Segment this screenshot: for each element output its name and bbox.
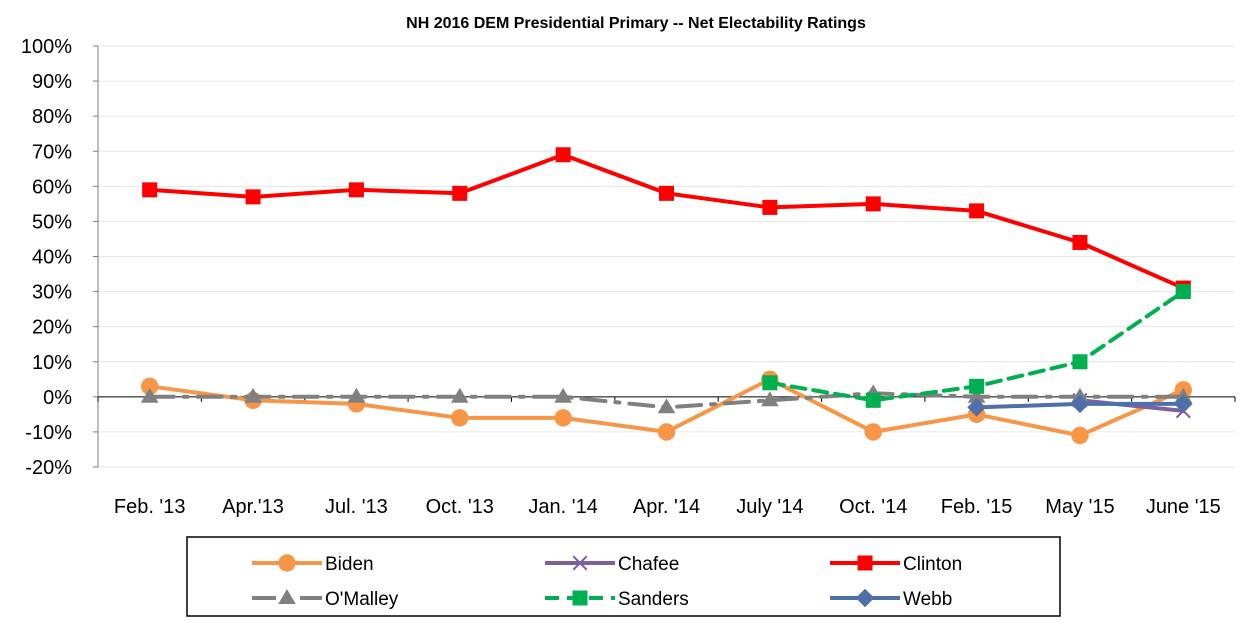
legend-label: Webb [903,589,952,610]
data-point-sanders [1072,354,1088,370]
legend: Biden Chafee Clinton O'Malley Sanders Webb [186,536,1061,617]
data-point-clinton [142,182,158,198]
legend-marker-biden [278,554,296,572]
legend-item-biden: Biden [252,554,374,575]
legend-item-o-malley: O'Malley [252,589,399,610]
x-tick-label: Apr.'13 [222,496,284,518]
legend-item-sanders: Sanders [545,589,689,610]
y-tick-label: -20% [25,457,72,479]
y-axis-ticks: -20% -10% 0% 10% 20% 30% 40% 50% 60% 70% 80% 90% 100… [21,36,72,479]
legend-marker-sanders [572,590,588,606]
y-tick-label: 30% [32,282,72,304]
legend-box [186,536,1061,617]
data-point-biden [451,409,469,427]
data-point-sanders [762,375,778,391]
data-point-o-malley [244,387,262,403]
data-point-sanders [969,378,985,394]
series-webb [967,394,1193,417]
x-tick-label: Jan. '14 [528,496,597,518]
x-tick-label: Oct. '14 [839,496,907,518]
data-point-o-malley [657,398,676,414]
y-tick-label: 100% [21,36,72,58]
legend-marker-webb [855,588,875,608]
legend-item-chafee: Chafee [545,554,679,575]
y-tick-label: -10% [25,422,72,444]
legend-label: O'Malley [325,589,399,610]
y-tick-label: 90% [32,71,72,93]
data-point-o-malley [967,387,986,403]
data-point-o-malley [347,387,366,403]
data-point-biden [554,409,572,427]
x-tick-label: Feb. '15 [941,496,1013,518]
data-point-biden [864,423,882,441]
legend-item-webb: Webb [830,588,952,610]
x-tick-label: Oct. '13 [426,496,494,518]
data-point-o-malley [140,387,159,403]
series-biden [140,370,1193,445]
data-point-clinton [348,182,364,198]
data-point-biden [140,377,159,396]
series-sanders [762,284,1191,408]
data-point-clinton [969,203,985,219]
x-axis-ticks: Feb. '13 Apr.'13 Jul. '13 Oct. '13 Jan. '14 A… [114,496,1221,518]
x-tick-label: June '15 [1146,496,1221,518]
y-tick-label: 80% [32,106,72,128]
data-point-clinton [1072,234,1088,250]
x-tick-label: Apr. '14 [633,496,700,518]
legend-label: Biden [325,554,374,575]
data-point-o-malley [450,387,469,403]
legend-marker-chafee [572,555,588,571]
data-point-clinton [452,185,468,201]
data-point-biden [657,423,676,441]
data-point-clinton [659,185,674,201]
data-point-clinton [762,199,778,215]
data-point-clinton [555,147,571,163]
series-lines [140,147,1193,445]
legend-label: Chafee [618,554,679,575]
y-tick-label: 60% [32,176,72,198]
chart-title: NH 2016 DEM Presidential Primary -- Net … [406,15,866,32]
y-tick-label: 50% [32,211,72,233]
legend-marker-o-malley [278,589,296,604]
data-point-o-malley [554,387,572,403]
series-clinton [142,147,1191,296]
data-point-webb [967,398,986,417]
y-tick-label: 10% [32,352,72,374]
data-point-o-malley [761,391,779,407]
data-point-webb [1174,394,1193,414]
y-tick-label: 40% [32,247,72,269]
y-tick-label: 20% [32,317,72,339]
data-point-sanders [1175,284,1191,300]
x-tick-label: Jul. '13 [325,496,388,518]
legend-label: Clinton [903,554,962,575]
legend-item-clinton: Clinton [830,554,962,575]
data-point-clinton [245,189,261,205]
x-tick-label: Feb. '13 [114,496,186,518]
data-point-webb [1070,394,1090,414]
data-point-biden [1071,426,1089,445]
y-tick-label: 0% [43,387,72,409]
x-tick-label: July '14 [736,496,803,518]
data-point-clinton [865,196,881,212]
legend-marker-clinton [857,555,873,571]
legend-label: Sanders [618,589,689,610]
series-o-malley [140,384,1193,414]
gridlines [93,45,1236,468]
data-point-sanders [865,392,881,408]
y-tick-label: 70% [32,141,72,163]
x-tick-label: May '15 [1045,496,1114,518]
